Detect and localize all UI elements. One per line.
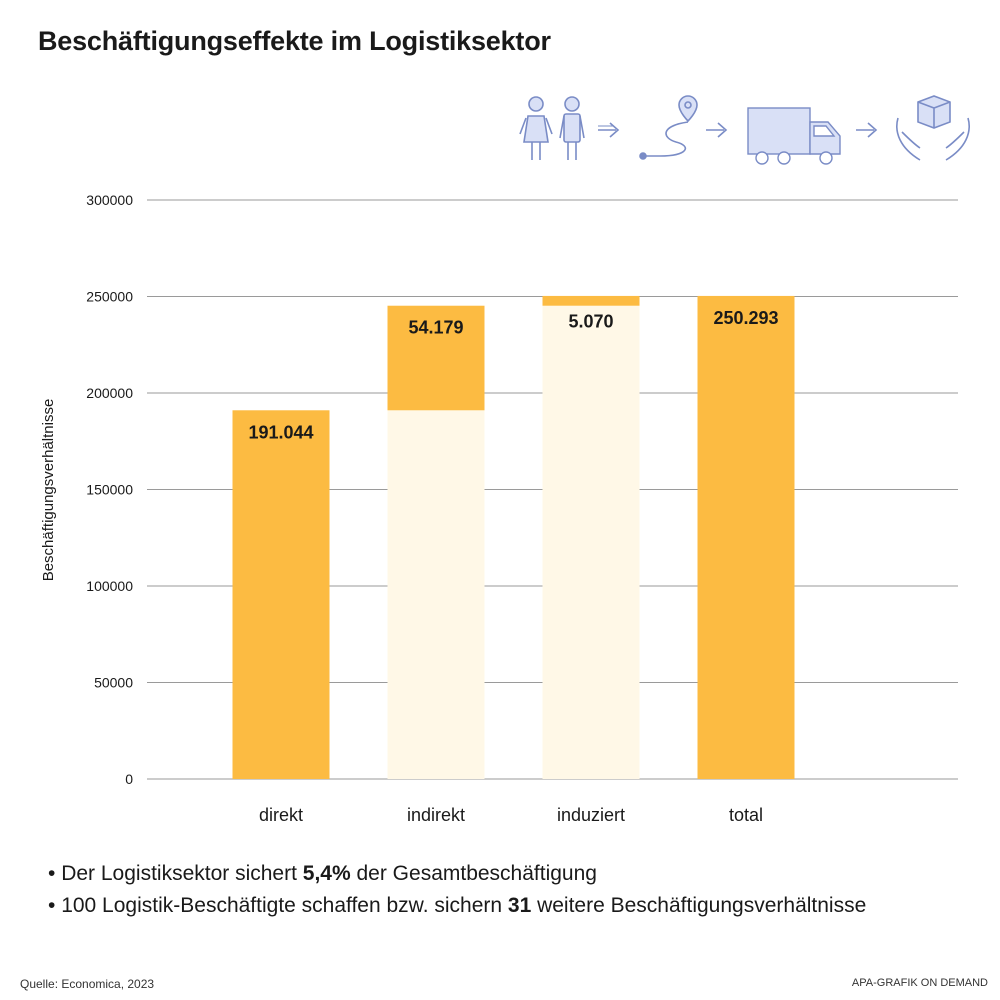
chart-title: Beschäftigungseffekte im Logistiksektor bbox=[38, 26, 551, 56]
arrow-right-icon bbox=[706, 122, 728, 138]
y-tick-label: 250000 bbox=[86, 289, 133, 305]
bars bbox=[232, 295, 795, 779]
x-axis-categories: direkt indirekt induziert total bbox=[259, 805, 763, 825]
y-tick-label: 0 bbox=[125, 771, 133, 787]
route-pin-icon bbox=[639, 95, 698, 160]
bar-direkt bbox=[232, 410, 330, 779]
data-label-indirekt: 54.179 bbox=[408, 318, 463, 338]
truck-icon bbox=[747, 107, 841, 165]
bar-induziert bbox=[542, 295, 640, 306]
bar-indirekt bbox=[387, 305, 485, 411]
note-item: • Der Logistiksektor sichert 5,4% der Ge… bbox=[48, 862, 597, 885]
data-label-direkt: 191.044 bbox=[248, 422, 313, 442]
hands-package-icon bbox=[896, 95, 970, 161]
note-item: • 100 Logistik-Beschäftigte schaffen bzw… bbox=[48, 894, 867, 917]
category-label-direkt: direkt bbox=[259, 805, 303, 825]
logistics-icon-strip bbox=[519, 95, 970, 165]
category-label-induziert: induziert bbox=[557, 805, 625, 825]
y-axis-ticks: 0 50000 100000 150000 200000 250000 300000 bbox=[86, 192, 133, 787]
data-labels: 191.044 54.179 5.070 250.293 bbox=[248, 308, 778, 442]
arrow-right-icon bbox=[598, 122, 620, 138]
source-label: Quelle: Economica, 2023 bbox=[20, 977, 155, 991]
arrow-right-icon bbox=[856, 122, 878, 138]
bar-base-induziert bbox=[542, 305, 640, 779]
bar-total bbox=[697, 295, 795, 779]
y-axis-label: Beschäftigungsverhältnisse bbox=[40, 399, 57, 582]
y-tick-label: 100000 bbox=[86, 578, 133, 594]
people-icon bbox=[519, 96, 585, 160]
y-tick-label: 150000 bbox=[86, 482, 133, 498]
y-tick-label: 50000 bbox=[94, 675, 133, 691]
category-label-indirekt: indirekt bbox=[407, 805, 465, 825]
notes-list: • Der Logistiksektor sichert 5,4% der Ge… bbox=[48, 858, 866, 922]
y-tick-label: 200000 bbox=[86, 385, 133, 401]
category-label-total: total bbox=[729, 805, 763, 825]
bar-base-indirekt bbox=[387, 410, 485, 779]
y-tick-label: 300000 bbox=[86, 192, 133, 208]
data-label-induziert: 5.070 bbox=[568, 312, 613, 332]
data-label-total: 250.293 bbox=[713, 308, 778, 328]
credit-label: APA-GRAFIK ON DEMAND bbox=[851, 977, 988, 989]
bar-chart: 191.044 54.179 5.070 250.293 0 50000 100000 15… bbox=[40, 192, 958, 825]
